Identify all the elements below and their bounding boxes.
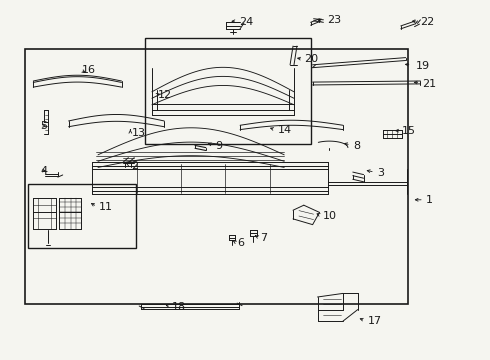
Text: 13: 13 (132, 128, 147, 138)
Text: 6: 6 (238, 238, 245, 248)
Text: 21: 21 (422, 78, 437, 89)
Text: 24: 24 (239, 17, 253, 27)
Text: 16: 16 (82, 65, 97, 75)
Text: 4: 4 (40, 166, 48, 176)
Text: 15: 15 (402, 126, 416, 136)
Text: 1: 1 (426, 195, 433, 205)
Text: 7: 7 (260, 233, 267, 243)
Text: 10: 10 (322, 211, 337, 221)
Text: 12: 12 (158, 90, 172, 100)
Text: 17: 17 (368, 316, 382, 326)
Text: 2: 2 (131, 161, 139, 171)
Text: 14: 14 (278, 125, 293, 135)
Text: 8: 8 (353, 141, 360, 151)
Text: 22: 22 (420, 17, 435, 27)
Text: 19: 19 (416, 60, 430, 71)
Text: 20: 20 (304, 54, 318, 64)
Text: 11: 11 (99, 202, 113, 212)
Text: 3: 3 (377, 168, 384, 178)
Text: 9: 9 (216, 141, 223, 151)
Text: 5: 5 (40, 121, 47, 131)
Text: 18: 18 (172, 302, 186, 312)
Text: 23: 23 (327, 15, 342, 25)
Bar (28, 184, 136, 248)
Bar (145, 38, 311, 144)
Bar (24, 49, 408, 304)
